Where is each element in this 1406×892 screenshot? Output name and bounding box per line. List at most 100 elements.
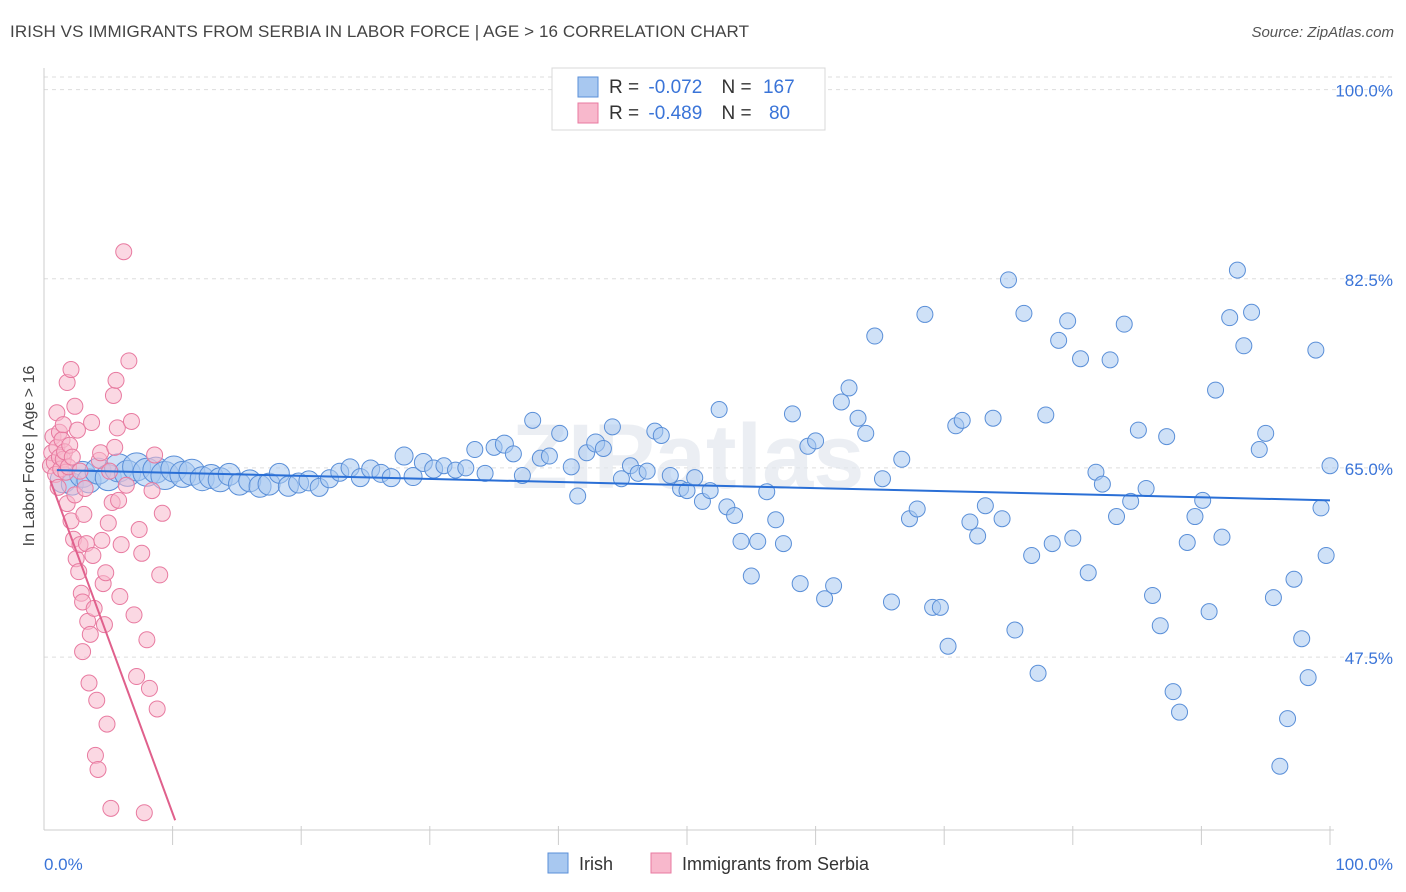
legend-n-label: N = [722,77,752,98]
point-irish [1257,424,1275,442]
point-irish [1015,304,1033,322]
point-irish [562,458,580,476]
point-irish [661,466,679,484]
point-serbia [140,679,158,697]
point-serbia [117,476,135,494]
point-irish [476,464,494,482]
point-serbia [74,643,92,661]
svg-text:R = -0.489 N =: R = -0.489 N = 80 [609,103,790,124]
point-irish [732,532,750,550]
trendline-serbia [49,480,177,821]
point-irish [1213,528,1231,546]
point-irish [1321,457,1339,475]
point-irish [840,379,858,397]
point-irish [1029,664,1047,682]
point-irish [931,598,949,616]
legend-r-value-irish: -0.072 [648,77,702,98]
point-irish [993,510,1011,528]
point-serbia [63,448,81,466]
point-irish [1271,757,1289,775]
point-irish [1293,630,1311,648]
point-serbia [143,482,161,500]
x-tick-label: 100.0% [1335,855,1393,874]
point-irish [961,513,979,531]
point-serbia [110,491,128,509]
point-serbia [88,691,106,709]
point-serbia [135,804,153,822]
point-irish [849,409,867,427]
legend-r-label: R = [609,77,639,98]
point-irish [832,393,850,411]
point-irish [1151,617,1169,635]
point-irish [1207,381,1225,399]
point-irish [569,487,587,505]
point-irish [873,470,891,488]
point-irish [652,426,670,444]
point-irish [807,432,825,450]
legend-r-value-serbia: -0.489 [648,103,702,124]
point-serbia [104,386,122,404]
point-serbia [138,631,156,649]
point-serbia [102,799,120,817]
point-irish [394,446,414,466]
point-serbia [146,446,164,464]
point-serbia [98,715,116,733]
point-irish [1043,535,1061,553]
series-irish [49,261,1339,775]
point-serbia [99,514,117,532]
point-irish [1299,669,1317,687]
point-irish [1158,428,1176,446]
legend-box: R = -0.072 N = 167 R = -0.489 N = 80 [551,67,826,131]
x-tick-labels: 0.0% 100.0% [44,855,1393,874]
legend-r-label: R = [609,103,639,124]
point-irish [678,482,696,500]
point-irish [976,497,994,515]
point-irish [791,575,809,593]
point-irish [767,511,785,529]
legend-n-label: N = [722,103,752,124]
point-irish [984,409,1002,427]
point-irish [594,439,612,457]
point-serbia [108,419,126,437]
point-irish [686,469,704,487]
point-irish [857,424,875,442]
point-serbia [86,746,104,764]
point-irish [524,411,542,429]
point-irish [1235,337,1253,355]
point-irish [882,593,900,611]
point-serbia [107,371,125,389]
point-irish [1186,508,1204,526]
point-irish [1312,499,1330,517]
y-axis-label: In Labor Force | Age > 16 [21,366,38,547]
y-tick-label: 82.5% [1345,271,1393,290]
point-irish [749,532,767,550]
point-serbia [122,412,140,430]
legend-n-value-irish: 167 [763,77,795,98]
point-irish [1307,341,1325,359]
gridlines [44,76,1392,658]
point-irish [1064,529,1082,547]
point-serbia [133,544,151,562]
point-irish [1137,479,1155,497]
point-irish [1178,533,1196,551]
legend-swatch-serbia [577,102,599,124]
point-irish [774,535,792,553]
point-serbia [112,536,130,554]
point-irish [1006,621,1024,639]
x-tick-label: 0.0% [44,855,83,874]
legend-n-value-serbia: 80 [769,103,790,124]
point-serbia [83,414,101,432]
legend-swatch-irish [577,76,599,98]
point-irish [1200,603,1218,621]
point-irish [1243,303,1261,321]
point-irish [638,462,656,480]
trendline-irish [56,469,1331,502]
point-serbia [153,504,171,522]
point-irish [1115,315,1133,333]
point-irish [1093,475,1111,493]
point-irish [953,411,971,429]
point-serbia [95,616,113,634]
point-serbia [92,444,110,462]
bottom-legend: Irish Immigrants from Serbia [547,852,870,874]
